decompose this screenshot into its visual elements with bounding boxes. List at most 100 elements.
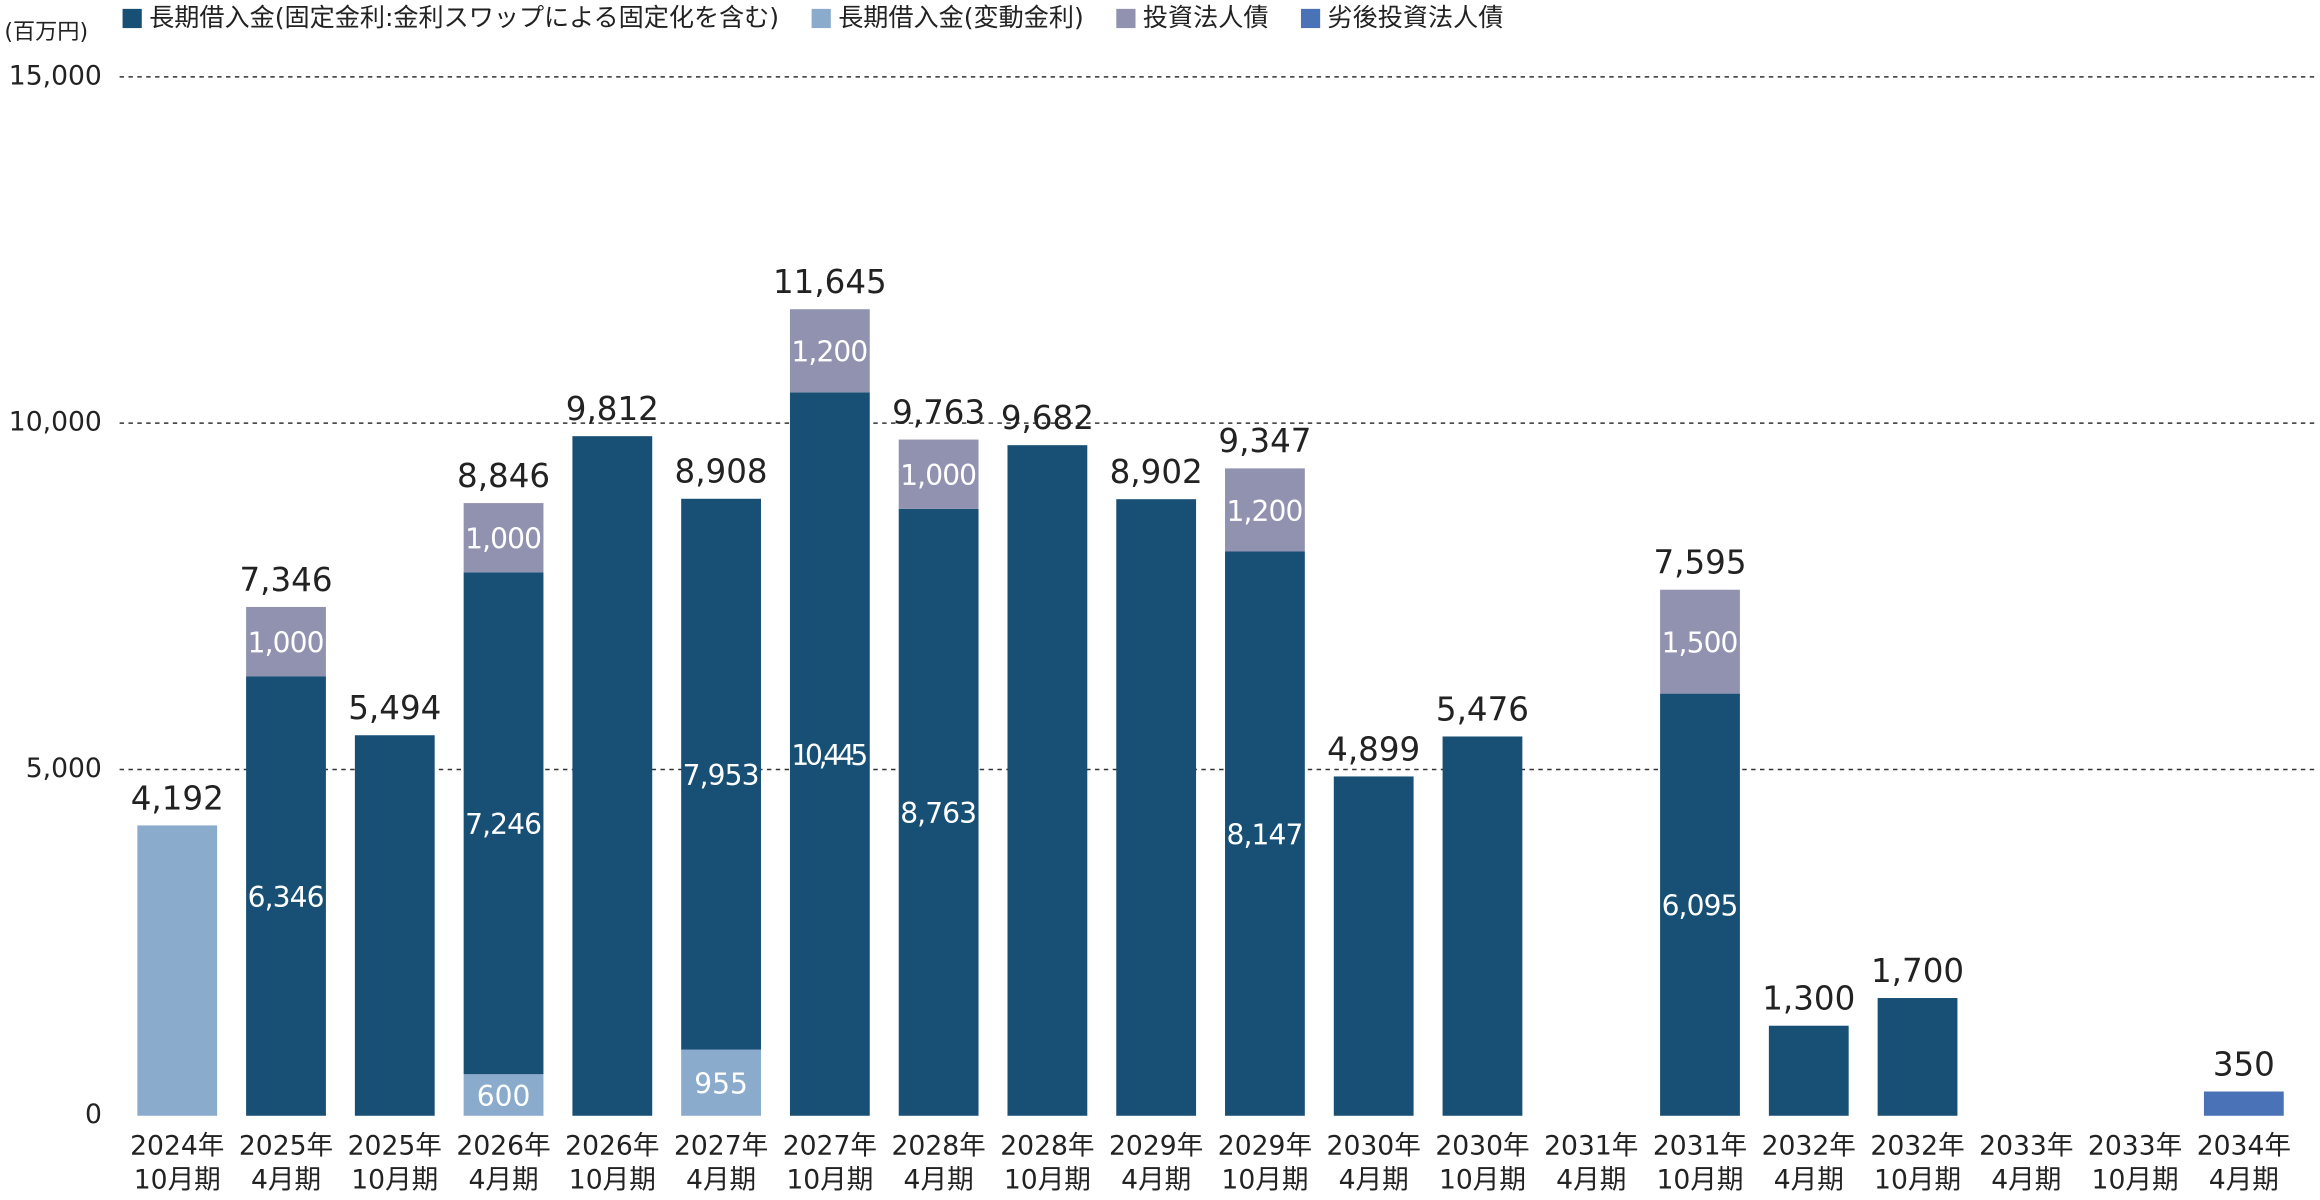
x-tick-label: 4月期 (2209, 1164, 2279, 1195)
bar-segment (572, 436, 653, 1116)
x-tick-label: 10月期 (786, 1164, 873, 1195)
x-tick-label: 4月期 (1774, 1164, 1844, 1195)
total-label: 11,645 (773, 263, 887, 301)
x-tick-label: 2032年 (1870, 1130, 1964, 1161)
x-tick-label: 4月期 (468, 1164, 538, 1195)
segment-label: 1,000 (248, 627, 325, 660)
segment-label: 955 (694, 1068, 748, 1101)
x-tick-label: 2028年 (891, 1130, 985, 1161)
bar-segment (1660, 693, 1740, 1116)
x-tick-label: 10月期 (569, 1164, 656, 1195)
total-label: 9,682 (1001, 399, 1094, 437)
x-tick-label: 4月期 (1991, 1164, 2061, 1195)
bar-segment (354, 735, 435, 1116)
total-label: 5,494 (348, 689, 441, 727)
x-tick-label: 4月期 (904, 1164, 974, 1195)
x-tick-label: 2031年 (1653, 1130, 1747, 1161)
x-tick-label: 2027年 (674, 1130, 768, 1161)
x-tick-label: 2031年 (1544, 1130, 1638, 1161)
segment-label: 1,000 (900, 459, 977, 492)
bar-segment (898, 439, 979, 509)
legend-swatch (811, 8, 831, 29)
total-label: 350 (2213, 1045, 2275, 1083)
x-tick-label: 2025年 (348, 1130, 442, 1161)
total-label: 8,908 (675, 453, 768, 491)
total-label: 9,812 (566, 390, 659, 428)
total-label: 7,346 (239, 561, 332, 599)
y-tick-label: 0 (85, 1099, 102, 1130)
x-tick-label: 2030年 (1327, 1130, 1421, 1161)
y-tick-label: 15,000 (9, 60, 102, 91)
legend-label: 長期借入金(変動金利) (838, 3, 1084, 32)
segment-label: 7,953 (683, 759, 760, 792)
bar-segment (463, 503, 544, 573)
total-label: 1,700 (1871, 952, 1964, 990)
x-tick-label: 2029年 (1109, 1130, 1203, 1161)
x-tick-label: 4月期 (251, 1164, 321, 1195)
x-tick-label: 4月期 (1556, 1164, 1626, 1195)
legend-label: 長期借入金(固定金利:金利スワップによる固定化を含む) (149, 3, 779, 32)
legend-label: 劣後投資法人債 (1328, 3, 1504, 32)
total-label: 9,763 (892, 393, 985, 431)
y-axis-unit: (百万円) (4, 19, 88, 45)
segment-label: 10,445 (791, 739, 868, 772)
total-label: 4,192 (131, 779, 224, 817)
total-label: 9,347 (1218, 422, 1311, 460)
segment-label: 1,200 (791, 336, 868, 369)
x-tick-label: 2026年 (565, 1130, 659, 1161)
total-label: 8,902 (1110, 453, 1203, 491)
bar-segment (789, 309, 870, 393)
y-tick-label: 10,000 (9, 407, 102, 438)
x-tick-label: 4月期 (1121, 1164, 1191, 1195)
total-label: 4,899 (1327, 730, 1420, 768)
segment-label: 8,763 (900, 797, 977, 830)
bar-segment (1333, 776, 1414, 1116)
x-tick-label: 4月期 (686, 1164, 756, 1195)
bar-segment (1660, 589, 1740, 694)
x-tick-label: 10月期 (1874, 1164, 1961, 1195)
bar-segment (1768, 1025, 1849, 1116)
segment-label: 7,246 (465, 808, 542, 841)
x-tick-label: 10月期 (1221, 1164, 1308, 1195)
x-tick-label: 2027年 (783, 1130, 877, 1161)
total-label: 8,846 (457, 457, 550, 495)
bar-segment (1225, 551, 1305, 1116)
y-tick-label: 5,000 (26, 753, 102, 784)
x-tick-label: 2030年 (1435, 1130, 1529, 1161)
legend-swatch (122, 8, 142, 29)
bar-segment (789, 392, 870, 1116)
x-tick-label: 10月期 (1656, 1164, 1743, 1195)
bar-segment (1116, 499, 1197, 1116)
x-tick-label: 2025年 (239, 1130, 333, 1161)
x-tick-label: 10月期 (351, 1164, 438, 1195)
total-label: 5,476 (1436, 690, 1529, 728)
segment-label: 600 (477, 1080, 531, 1113)
segment-label: 6,095 (1662, 890, 1739, 923)
x-tick-label: 2033年 (2088, 1130, 2182, 1161)
segment-label: 1,500 (1662, 627, 1739, 660)
bar-segment (246, 676, 326, 1116)
segment-label: 1,000 (465, 523, 542, 556)
bar-segment (463, 1074, 544, 1116)
x-tick-label: 2034年 (2197, 1130, 2291, 1161)
x-tick-label: 4月期 (1339, 1164, 1409, 1195)
total-label: 7,595 (1653, 544, 1746, 582)
legend-swatch (1300, 8, 1321, 29)
bar-segment (1877, 998, 1958, 1116)
x-tick-label: 2033年 (1979, 1130, 2073, 1161)
x-tick-label: 2028年 (1000, 1130, 1094, 1161)
bar-segment (463, 572, 544, 1075)
x-tick-label: 10月期 (1439, 1164, 1526, 1195)
bar-segment (898, 508, 979, 1116)
x-tick-label: 2024年 (130, 1130, 224, 1161)
bar-segment (681, 1049, 761, 1116)
x-tick-label: 10月期 (2092, 1164, 2179, 1195)
bar-segment (137, 825, 218, 1116)
legend-swatch (1116, 8, 1136, 29)
bar-segment (1007, 445, 1088, 1116)
bar-segment (2203, 1091, 2284, 1116)
segment-label: 1,200 (1227, 495, 1304, 528)
x-tick-label: 10月期 (1004, 1164, 1091, 1195)
x-tick-label: 2032年 (1762, 1130, 1856, 1161)
